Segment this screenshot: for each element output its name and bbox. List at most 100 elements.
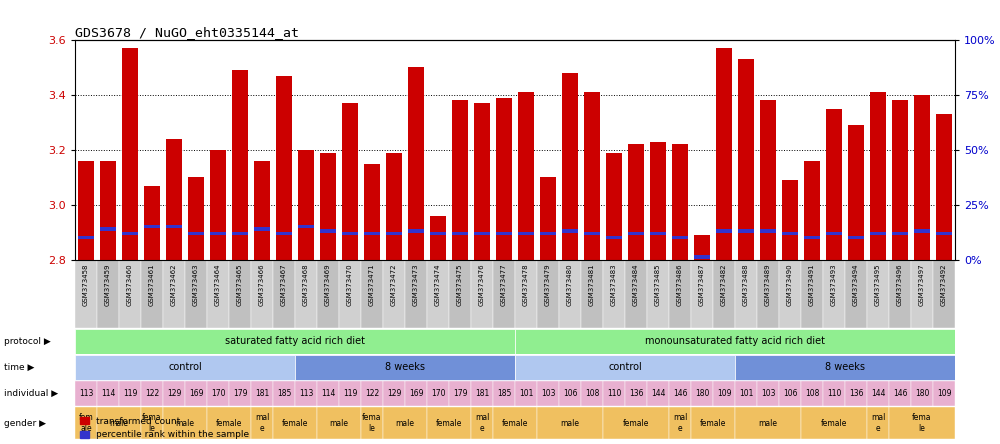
Text: GSM373474: GSM373474 — [435, 263, 441, 305]
FancyBboxPatch shape — [383, 381, 405, 406]
Bar — [298, 225, 314, 228]
Bar — [936, 232, 952, 235]
Text: 144: 144 — [871, 389, 885, 398]
Bar — [408, 67, 424, 260]
FancyBboxPatch shape — [449, 381, 471, 406]
FancyBboxPatch shape — [207, 381, 229, 406]
Text: GDS3678 / NuGO_eht0335144_at: GDS3678 / NuGO_eht0335144_at — [75, 26, 299, 39]
FancyBboxPatch shape — [449, 260, 471, 328]
Bar — [100, 227, 116, 230]
FancyBboxPatch shape — [185, 381, 207, 406]
Bar — [188, 232, 204, 235]
Bar — [342, 103, 358, 260]
Bar — [584, 92, 600, 260]
Bar — [628, 232, 644, 235]
Bar — [188, 177, 204, 260]
Text: GSM373481: GSM373481 — [589, 263, 595, 306]
FancyBboxPatch shape — [295, 260, 317, 328]
FancyBboxPatch shape — [889, 381, 911, 406]
Text: male: male — [759, 419, 778, 428]
FancyBboxPatch shape — [735, 407, 801, 439]
FancyBboxPatch shape — [911, 381, 933, 406]
Text: protocol ▶: protocol ▶ — [4, 337, 51, 346]
FancyBboxPatch shape — [757, 260, 779, 328]
Bar — [694, 255, 710, 258]
FancyBboxPatch shape — [383, 260, 405, 328]
Bar — [122, 232, 138, 235]
Bar — [452, 100, 468, 260]
FancyBboxPatch shape — [317, 381, 339, 406]
Text: 170: 170 — [211, 389, 225, 398]
Text: fem
ale: fem ale — [79, 413, 93, 433]
Text: control: control — [168, 362, 202, 373]
Text: 106: 106 — [783, 389, 797, 398]
FancyBboxPatch shape — [537, 260, 559, 328]
Bar — [364, 232, 380, 235]
Text: female: female — [821, 419, 847, 428]
Text: 106: 106 — [563, 389, 577, 398]
FancyBboxPatch shape — [427, 407, 471, 439]
FancyBboxPatch shape — [559, 260, 581, 328]
FancyBboxPatch shape — [889, 260, 911, 328]
Legend: transformed count, percentile rank within the sample: transformed count, percentile rank withi… — [80, 417, 249, 440]
Text: 108: 108 — [805, 389, 819, 398]
Bar — [738, 59, 754, 260]
Text: GSM373488: GSM373488 — [743, 263, 749, 306]
Text: 103: 103 — [761, 389, 775, 398]
FancyBboxPatch shape — [251, 381, 273, 406]
Bar — [584, 232, 600, 235]
FancyBboxPatch shape — [757, 381, 779, 406]
Text: GSM373464: GSM373464 — [215, 263, 221, 305]
Bar — [364, 163, 380, 260]
Text: mal
e: mal e — [255, 413, 269, 433]
Bar — [540, 232, 556, 235]
Bar — [408, 230, 424, 233]
FancyBboxPatch shape — [669, 260, 691, 328]
FancyBboxPatch shape — [75, 381, 97, 406]
Bar — [232, 70, 248, 260]
Text: 122: 122 — [365, 389, 379, 398]
Bar — [298, 150, 314, 260]
Text: mal
e: mal e — [475, 413, 489, 433]
Bar — [386, 153, 402, 260]
Text: male: male — [176, 419, 194, 428]
Text: mal
e: mal e — [673, 413, 687, 433]
FancyBboxPatch shape — [669, 381, 691, 406]
Text: 114: 114 — [321, 389, 335, 398]
FancyBboxPatch shape — [845, 381, 867, 406]
FancyBboxPatch shape — [405, 260, 427, 328]
Bar — [320, 153, 336, 260]
FancyBboxPatch shape — [537, 381, 559, 406]
FancyBboxPatch shape — [889, 407, 955, 439]
FancyBboxPatch shape — [515, 329, 955, 354]
Bar — [166, 139, 182, 260]
FancyBboxPatch shape — [273, 260, 295, 328]
Text: time ▶: time ▶ — [4, 363, 34, 372]
Text: female: female — [700, 419, 726, 428]
FancyBboxPatch shape — [801, 260, 823, 328]
Text: 119: 119 — [343, 389, 357, 398]
Bar — [826, 109, 842, 260]
FancyBboxPatch shape — [141, 381, 163, 406]
Bar — [320, 230, 336, 233]
Bar — [606, 236, 622, 239]
Text: 146: 146 — [673, 389, 687, 398]
Text: control: control — [608, 362, 642, 373]
Text: GSM373479: GSM373479 — [545, 263, 551, 306]
Text: female: female — [216, 419, 242, 428]
FancyBboxPatch shape — [185, 260, 207, 328]
Text: GSM373472: GSM373472 — [391, 263, 397, 305]
FancyBboxPatch shape — [75, 260, 97, 328]
Bar — [804, 236, 820, 239]
FancyBboxPatch shape — [581, 381, 603, 406]
Text: GSM373490: GSM373490 — [787, 263, 793, 306]
FancyBboxPatch shape — [691, 381, 713, 406]
Text: male: male — [110, 419, 128, 428]
Text: GSM373461: GSM373461 — [149, 263, 155, 306]
FancyBboxPatch shape — [867, 407, 889, 439]
Text: 169: 169 — [409, 389, 423, 398]
Text: GSM373492: GSM373492 — [941, 263, 947, 305]
FancyBboxPatch shape — [361, 381, 383, 406]
FancyBboxPatch shape — [779, 381, 801, 406]
Bar — [914, 95, 930, 260]
